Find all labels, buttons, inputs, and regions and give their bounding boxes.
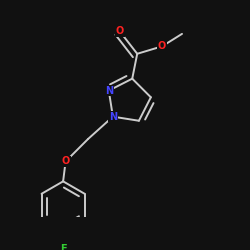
Text: F: F bbox=[60, 244, 66, 250]
Text: O: O bbox=[62, 156, 70, 166]
Text: N: N bbox=[105, 86, 113, 96]
Text: O: O bbox=[116, 26, 124, 36]
Text: N: N bbox=[109, 112, 117, 122]
Text: O: O bbox=[158, 41, 166, 51]
